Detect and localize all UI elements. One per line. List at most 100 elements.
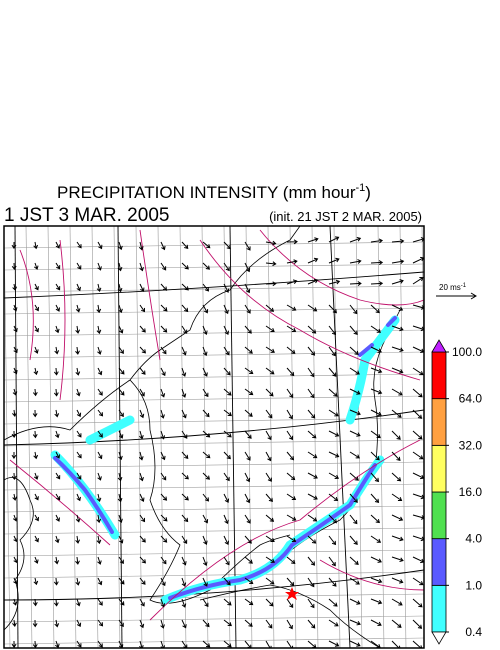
wind-arrow — [244, 304, 251, 314]
wind-arrow — [328, 598, 338, 607]
wind-arrow — [412, 535, 424, 542]
wind-arrow — [97, 409, 104, 417]
wind-arrow — [349, 346, 359, 355]
wind-arrow — [349, 236, 362, 243]
wind-arrow — [202, 472, 211, 480]
precipitation — [50, 315, 400, 605]
valid-time: 1 JST 3 MAR. 2005 — [4, 205, 169, 226]
wind-arrow — [349, 619, 361, 626]
wind-arrow — [328, 388, 338, 397]
wind-arrow — [97, 556, 102, 565]
wind-arrow — [75, 514, 81, 523]
wind-arrow — [160, 388, 166, 398]
wind-arrow — [76, 640, 82, 648]
wind-arrow — [286, 514, 297, 521]
wind-arrow — [244, 346, 253, 354]
wind-arrow — [244, 577, 254, 585]
wind-arrow — [76, 430, 82, 438]
wind-arrow — [33, 262, 39, 270]
wind-arrow — [76, 493, 81, 502]
wind-arrow — [265, 388, 274, 397]
wind-arrow — [160, 283, 168, 291]
wind-arrow — [160, 409, 165, 419]
wind-arrow — [349, 472, 359, 481]
wind-arrow — [139, 325, 146, 333]
wind-arrow — [391, 577, 404, 584]
wind-arrow — [11, 640, 17, 648]
wind-arrow — [97, 388, 103, 396]
wind-arrow — [202, 283, 210, 292]
wind-arrow — [265, 261, 277, 267]
wind-arrow — [370, 388, 383, 395]
wind-arrow — [370, 238, 384, 244]
grid-line — [4, 307, 424, 315]
wind-arrow — [202, 346, 208, 357]
wind-arrow — [370, 367, 383, 374]
wind-arrow — [370, 325, 382, 333]
grid-line — [4, 263, 424, 271]
wind-arrow — [349, 451, 361, 459]
wind-arrow — [139, 577, 146, 585]
wind-arrow — [139, 388, 145, 397]
wind-arrow — [160, 430, 166, 440]
wind-arrow — [349, 535, 358, 545]
wind-arrow — [223, 283, 230, 293]
wind-arrow — [96, 493, 102, 503]
wind-arrow — [391, 619, 402, 628]
wind-arrow — [13, 367, 18, 375]
title: PRECIPITATION INTENSITY (mm hour-1) — [57, 182, 371, 202]
wind-arrow — [12, 409, 17, 417]
wind-arrow — [11, 451, 17, 460]
wind-arrow — [12, 598, 18, 606]
wind-arrow — [223, 367, 231, 376]
wind-arrow — [55, 493, 61, 501]
wind-arrow — [244, 619, 253, 627]
grid-line — [4, 461, 424, 469]
wind-arrow — [76, 283, 81, 292]
wind-arrow — [118, 514, 123, 524]
wind-arrow — [55, 430, 60, 439]
wind-arrow — [160, 325, 168, 333]
wind-arrow — [139, 430, 144, 440]
wind-arrow — [181, 556, 187, 566]
wind-arrow — [75, 577, 81, 586]
wind-arrow — [75, 535, 81, 544]
wind-arrow — [117, 493, 123, 503]
wind-arrow — [202, 430, 211, 438]
wind-arrow — [223, 619, 232, 627]
wind-arrow — [12, 304, 18, 312]
wind-arrow — [33, 472, 39, 480]
wind-arrow — [12, 619, 17, 627]
wind-arrow — [286, 535, 297, 542]
wind-arrow — [181, 619, 187, 629]
grid-line — [47, 226, 55, 648]
wind-arrow — [160, 556, 167, 565]
wind-arrow — [370, 304, 380, 314]
wind-arrow — [97, 451, 103, 460]
wind-arrow — [75, 325, 81, 334]
wind-arrow — [307, 619, 316, 629]
wind-arrow — [118, 451, 123, 461]
wind-arrow — [97, 472, 102, 481]
wind-arrow — [34, 514, 39, 522]
wind-arrow — [349, 514, 358, 525]
wind-arrow — [328, 451, 340, 458]
wind-arrow — [202, 451, 211, 459]
wind-arrow — [223, 640, 232, 648]
wind-arrow — [286, 259, 298, 265]
wind-arrow — [118, 346, 124, 355]
wind-arrow — [349, 493, 358, 503]
wind-arrow — [55, 283, 61, 291]
wind-arrow — [307, 556, 316, 566]
wind-arrow — [33, 451, 39, 460]
wind-arrow — [244, 430, 252, 439]
wind-arrow — [97, 430, 103, 438]
wind-arrow — [286, 279, 298, 285]
wind-arrow — [265, 367, 275, 375]
wind-arrow — [118, 367, 125, 375]
wind-arrow — [117, 262, 123, 272]
wind-arrow — [265, 472, 272, 482]
wind-arrow — [32, 430, 38, 439]
wind-arrow — [328, 556, 336, 567]
wind-arrow — [265, 598, 274, 607]
